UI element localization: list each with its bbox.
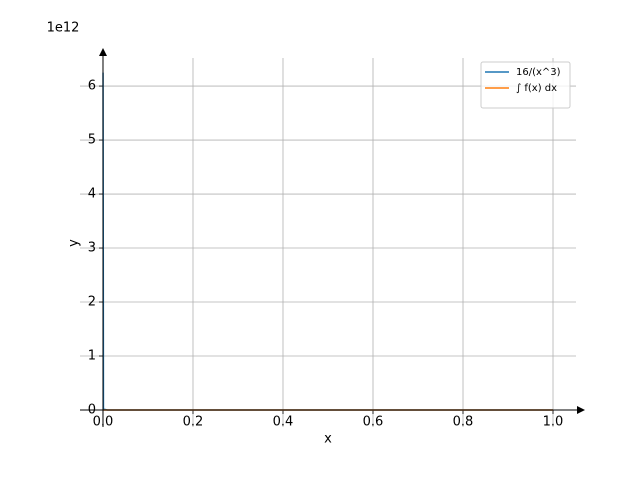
y-tick-label: 5 — [88, 133, 96, 148]
legend-label: ∫ f(x) dx — [516, 83, 557, 94]
legend: 16/(x^3) ∫ f(x) dx — [480, 61, 571, 109]
y-axis-label: y — [67, 239, 82, 247]
x-tick-label: 0.6 — [363, 414, 384, 429]
x-axis-label: x — [324, 432, 332, 447]
series-line — [102, 72, 553, 411]
x-tick-label: 0.8 — [453, 414, 474, 429]
y-tick-label: 2 — [88, 295, 96, 310]
x-axis-arrow — [577, 405, 585, 414]
x-tick-label: 0.2 — [183, 414, 204, 429]
offset-label: 1e12 — [47, 21, 80, 36]
x-tick-label: 0.4 — [273, 414, 294, 429]
legend-label: 16/(x^3) — [516, 67, 561, 78]
legend-box — [480, 61, 571, 109]
y-axis-arrow — [98, 48, 107, 56]
y-tick-label: 3 — [88, 241, 96, 256]
x-tick-label: 1.0 — [543, 414, 564, 429]
y-tick-label: 6 — [88, 79, 96, 94]
y-tick-label: 1 — [88, 349, 96, 364]
y-tick-label: 4 — [88, 187, 96, 202]
